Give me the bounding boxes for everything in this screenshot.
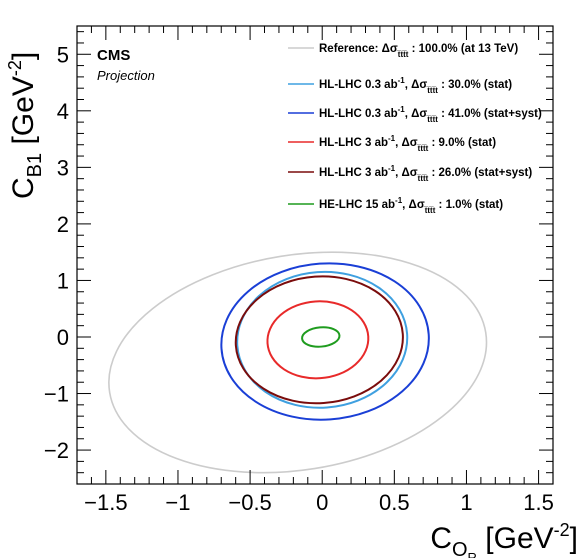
legend-sigma-sub: t̅tt̅t <box>426 115 439 124</box>
legend-tail: : 41.0% (stat+syst) <box>438 108 542 120</box>
x-tick-label: −1 <box>165 490 190 515</box>
y-tick-label: 1 <box>57 268 69 293</box>
contour-3 <box>220 262 430 421</box>
legend-pre: HL-LHC 3 ab <box>319 137 388 149</box>
axis-ticks <box>76 26 554 485</box>
legend-lumi-exp: -1 <box>398 76 406 85</box>
x-tick-label: 1 <box>460 490 472 515</box>
contour-5 <box>234 275 404 405</box>
x-title-unit: [GeV <box>477 522 554 555</box>
legend-lumi-exp: -1 <box>388 164 396 173</box>
y-tick-label: 0 <box>57 325 69 350</box>
y-title-base: C <box>7 177 40 199</box>
x-title-sub: O <box>452 539 468 558</box>
experiment-label: CMS <box>97 47 130 64</box>
subtitle-label: Projection <box>97 68 155 83</box>
y-axis-title: CB1 [GeV-2] <box>5 52 46 199</box>
legend-pre: HL-LHC 0.3 ab <box>319 108 398 120</box>
legend: Reference: Δσt̅tt̅t : 100.0% (at 13 TeV)… <box>288 43 542 215</box>
legend-label-4: HL-LHC 3 ab-1, Δσt̅tt̅t : 9.0% (stat) <box>319 134 496 153</box>
legend-sigma-sub: t̅tt̅t <box>416 174 429 183</box>
y-tick-label: 5 <box>57 42 69 67</box>
x-title-exp: -2 <box>554 520 570 540</box>
x-title-base: C <box>430 522 452 555</box>
contour-2 <box>236 270 409 409</box>
legend-delta: , Δσ <box>405 79 428 91</box>
legend-label-6: HE-LHC 15 ab-1, Δσt̅tt̅t : 1.0% (stat) <box>319 196 503 215</box>
x-title-close: ] <box>570 522 578 555</box>
legend-pre: Reference: Δσ <box>319 43 398 55</box>
legend-tail: : 1.0% (stat) <box>435 199 503 211</box>
y-title-exp: -2 <box>5 60 25 76</box>
legend-pre: HL-LHC 3 ab <box>319 167 388 179</box>
x-tick-label: 1.5 <box>523 490 554 515</box>
y-title-close: ] <box>7 52 40 60</box>
x-tick-label: 0.5 <box>379 490 410 515</box>
legend-label-2: HL-LHC 0.3 ab-1, Δσt̅tt̅t : 30.0% (stat) <box>319 76 512 95</box>
legend-tail: : 26.0% (stat+syst) <box>428 167 532 179</box>
legend-delta: , Δσ <box>395 167 418 179</box>
x-tick-label: −1.5 <box>84 490 127 515</box>
legend-lumi-exp: -1 <box>398 105 406 114</box>
legend-tail: : 9.0% (stat) <box>428 137 496 149</box>
legend-label-1: Reference: Δσt̅tt̅t : 100.0% (at 13 TeV) <box>319 43 518 59</box>
legend-pre: HL-LHC 0.3 ab <box>319 79 398 91</box>
legend-delta: , Δσ <box>402 199 425 211</box>
legend-lumi-exp: -1 <box>395 196 403 205</box>
y-tick-label: 4 <box>57 99 69 124</box>
y-title-sub: B1 <box>24 153 46 177</box>
y-tick-label: 3 <box>57 155 69 180</box>
legend-delta: , Δσ <box>405 108 428 120</box>
legend-label-3: HL-LHC 0.3 ab-1, Δσt̅tt̅t : 41.0% (stat+… <box>319 105 542 124</box>
plot-frame <box>76 25 554 485</box>
x-title-subsub: R <box>468 550 477 558</box>
legend-sigma-sub: t̅tt̅t <box>396 50 409 59</box>
contour-ellipses <box>108 251 488 474</box>
contour-1 <box>108 251 488 474</box>
contour-6 <box>301 326 341 348</box>
y-tick-labels: −2 −1 0 1 2 3 4 5 <box>44 42 69 463</box>
y-tick-label: 2 <box>57 212 69 237</box>
x-tick-label: 0 <box>316 490 328 515</box>
legend-tail: : 100.0% (at 13 TeV) <box>408 43 518 55</box>
x-axis-title: COR [GeV-2] <box>430 520 578 558</box>
legend-tail: : 30.0% (stat) <box>438 79 512 91</box>
y-title-unit: [GeV <box>7 76 40 153</box>
legend-label-5: HL-LHC 3 ab-1, Δσt̅tt̅t : 26.0% (stat+sy… <box>319 164 532 183</box>
contour-4 <box>266 300 370 380</box>
x-tick-labels: −1.5 −1 −0.5 0 0.5 1 1.5 <box>84 490 554 515</box>
legend-sigma-sub: t̅tt̅t <box>416 144 429 153</box>
legend-sigma-sub: t̅tt̅t <box>423 206 436 215</box>
legend-delta: , Δσ <box>395 137 418 149</box>
x-tick-label: −0.5 <box>228 490 271 515</box>
legend-lumi-exp: -1 <box>388 134 396 143</box>
y-tick-label: −1 <box>44 382 69 407</box>
y-tick-label: −2 <box>44 438 69 463</box>
legend-pre: HE-LHC 15 ab <box>319 199 395 211</box>
legend-sigma-sub: t̅tt̅t <box>426 86 439 95</box>
